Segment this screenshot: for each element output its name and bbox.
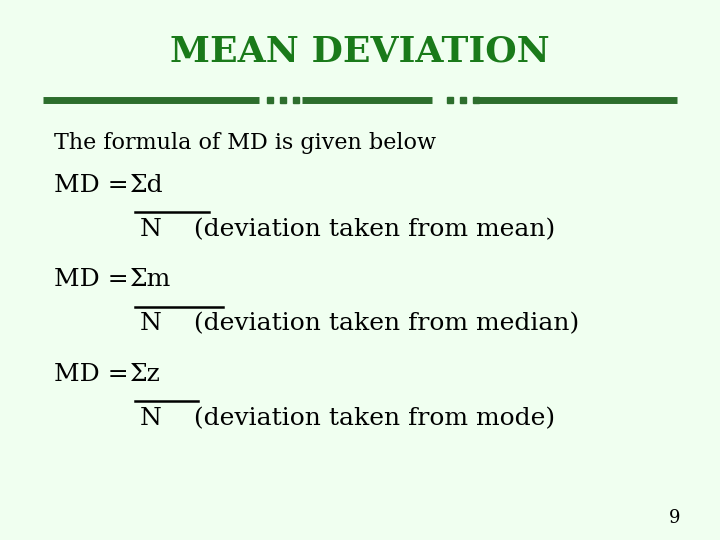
Text: N    (deviation taken from median): N (deviation taken from median) <box>140 313 580 335</box>
Text: MD =: MD = <box>54 363 137 386</box>
Text: MD =: MD = <box>54 174 137 197</box>
Text: MD =: MD = <box>54 268 137 291</box>
Text: The formula of MD is given below: The formula of MD is given below <box>54 132 436 154</box>
Text: N    (deviation taken from mean): N (deviation taken from mean) <box>140 218 556 241</box>
Text: Σz: Σz <box>130 363 161 386</box>
Text: N    (deviation taken from mode): N (deviation taken from mode) <box>140 407 556 430</box>
Text: 9: 9 <box>669 509 680 528</box>
Text: Σd: Σd <box>130 174 163 197</box>
Text: Σm: Σm <box>130 268 171 291</box>
Text: MEAN DEVIATION: MEAN DEVIATION <box>170 35 550 68</box>
